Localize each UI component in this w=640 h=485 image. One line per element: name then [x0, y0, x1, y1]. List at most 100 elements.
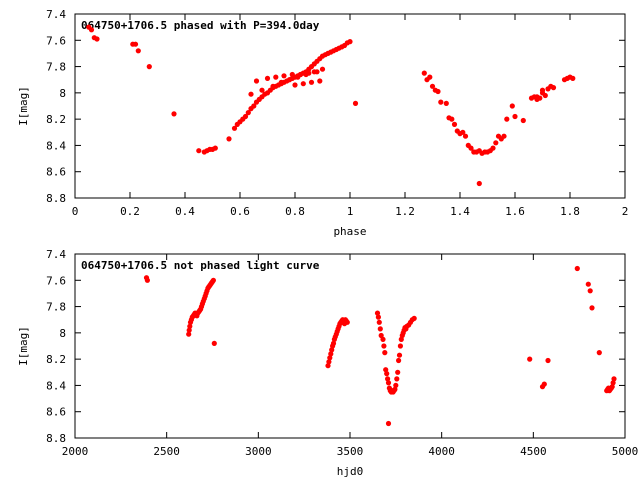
data-point: [504, 116, 510, 122]
data-point: [493, 140, 499, 146]
data-point: [380, 336, 386, 342]
data-point: [259, 87, 265, 93]
data-point: [135, 48, 141, 54]
data-point: [286, 77, 293, 83]
data-point: [411, 315, 417, 321]
data-point: [319, 66, 326, 72]
data-point: [585, 281, 591, 287]
data-point: [278, 79, 284, 85]
y-tick-label: 8.6: [46, 166, 66, 179]
x-axis-label: phase: [333, 225, 366, 238]
y-tick-label: 8.2: [46, 353, 66, 366]
y-tick-label: 7.6: [46, 34, 66, 47]
phased-light-curve-panel: 0 0.2 0.4 0.6 0.8 1 1.2 1.4 1.6 1.8 2 7.4 7.6 7.8 8 8.2…: [17, 8, 628, 238]
data-point: [171, 111, 177, 117]
data-point: [347, 39, 353, 45]
data-point: [435, 88, 441, 95]
data-point: [292, 82, 298, 88]
x-axis-label: hjd0: [337, 465, 364, 478]
y-tick-label: 8.6: [46, 406, 66, 419]
data-point: [251, 103, 257, 109]
data-point: [542, 92, 548, 99]
data-point: [574, 265, 580, 272]
x-tick-label: 2: [622, 205, 629, 218]
data-point: [393, 382, 399, 388]
data-point: [451, 121, 458, 127]
data-point: [610, 380, 616, 386]
data-point: [186, 331, 192, 337]
x-tick-label: 0.8: [285, 205, 305, 218]
data-point: [326, 359, 332, 365]
data-point: [392, 386, 398, 392]
x-tick-label: 1.8: [560, 205, 580, 218]
data-point: [264, 75, 271, 81]
data-point: [270, 83, 276, 89]
data-point: [509, 103, 515, 109]
x-tick-label: 1: [347, 205, 354, 218]
data-point: [383, 367, 389, 373]
data-point: [396, 357, 402, 364]
data-point: [449, 116, 455, 122]
x-tick-label: 0.6: [230, 205, 250, 218]
x-tick-label: 5000: [612, 445, 639, 458]
x-tick-label: 1.4: [450, 205, 470, 218]
data-point: [226, 136, 232, 142]
y-tick-label: 8.2: [46, 113, 66, 126]
data-point: [501, 133, 507, 139]
x-tick-label: 3000: [245, 445, 272, 458]
data-point: [281, 73, 287, 79]
data-point: [570, 75, 576, 81]
y-tick-label: 8.4: [46, 379, 66, 392]
data-point: [311, 69, 317, 75]
data-point: [421, 70, 427, 76]
data-point: [381, 343, 387, 349]
data-point: [374, 310, 381, 316]
data-point: [212, 145, 218, 151]
data-point: [144, 277, 150, 283]
data-point: [460, 129, 466, 135]
chart-title: 064750+1706.5 not phased light curve: [81, 259, 320, 272]
data-point: [385, 420, 392, 427]
data-point: [317, 78, 323, 84]
data-point: [382, 350, 388, 356]
data-point: [327, 355, 333, 361]
data-point: [330, 340, 337, 346]
x-tick-label: 1.6: [505, 205, 525, 218]
data-point: [352, 100, 359, 106]
data-point: [462, 133, 469, 139]
y-tick-label: 8: [59, 87, 66, 100]
y-axis-label: I[mag]: [17, 326, 30, 366]
unphased-light-curve-panel: 2000 2500 3000 3500 4000 4500 5000 7.4 7.6 7.8 8 8.…: [17, 248, 638, 478]
data-point: [132, 41, 139, 47]
data-point: [308, 79, 315, 85]
data-point: [253, 78, 260, 84]
data-point: [589, 305, 595, 311]
data-point: [611, 376, 617, 382]
data-point: [303, 71, 309, 78]
plot-frame: [74, 253, 626, 439]
data-point: [211, 340, 217, 346]
data-point: [398, 336, 404, 342]
data-point: [385, 376, 391, 382]
x-tick-label: 0.4: [175, 205, 195, 218]
data-point: [245, 110, 251, 116]
x-tick-label: 0: [72, 205, 79, 218]
data-point: [248, 91, 254, 97]
x-tick-label: 0.2: [120, 205, 140, 218]
data-point: [273, 74, 279, 80]
data-point: [539, 87, 546, 93]
data-point: [587, 288, 593, 294]
data-point: [186, 327, 192, 333]
chart-title: 064750+1706.5 phased with P=394.0day: [81, 19, 320, 32]
data-point: [385, 380, 392, 386]
data-point: [377, 326, 383, 332]
x-tick-label: 4500: [520, 445, 547, 458]
data-point: [329, 347, 335, 353]
data-point: [94, 36, 100, 42]
data-point: [295, 74, 301, 80]
data-point: [527, 356, 533, 362]
data-point: [378, 332, 384, 339]
data-point: [300, 81, 306, 87]
